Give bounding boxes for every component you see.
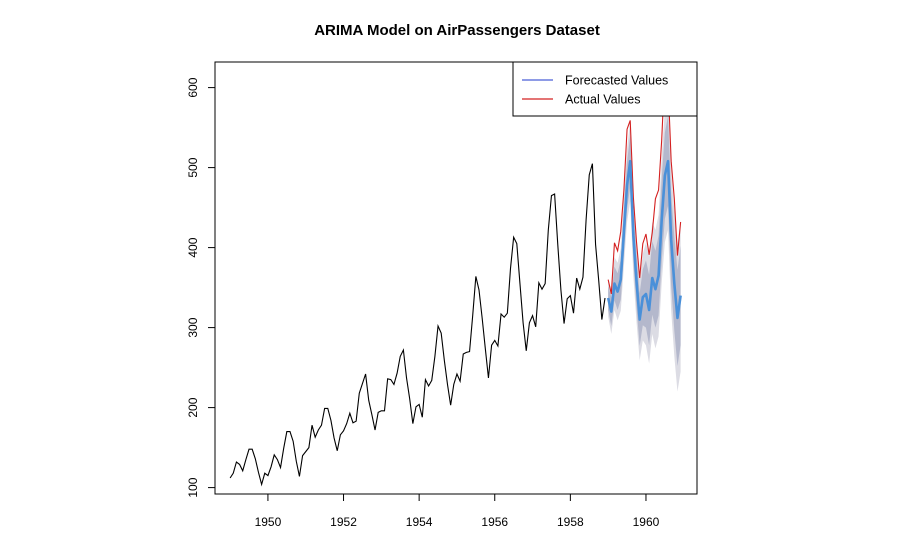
confidence-band-80 (608, 116, 681, 367)
y-axis: 100 200 300 400 500 600 (186, 77, 215, 498)
x-tick-label: 1950 (255, 515, 282, 529)
y-tick-label: 600 (186, 77, 200, 97)
x-axis: 1950 1952 1954 1956 1958 1960 (255, 494, 660, 529)
chart-title: ARIMA Model on AirPassengers Dataset (314, 22, 600, 39)
y-tick-label: 300 (186, 317, 200, 337)
plot-frame (214, 61, 698, 495)
y-tick-label: 500 (186, 157, 200, 177)
y-tick-label: 200 (186, 397, 200, 417)
x-tick-label: 1960 (633, 515, 660, 529)
legend-label: Actual Values (565, 93, 641, 107)
x-tick-label: 1954 (406, 515, 433, 529)
legend: Forecasted Values Actual Values (512, 61, 698, 117)
legend-box (512, 61, 698, 117)
legend-label: Forecasted Values (565, 74, 668, 88)
y-tick-label: 400 (186, 237, 200, 257)
history-line (229, 163, 606, 487)
x-tick-label: 1956 (481, 515, 508, 529)
forecast-values-line (606, 159, 682, 321)
x-tick-label: 1958 (557, 515, 584, 529)
y-tick-label: 100 (186, 477, 200, 497)
confidence-bands (608, 92, 681, 392)
x-tick-label: 1952 (330, 515, 357, 529)
